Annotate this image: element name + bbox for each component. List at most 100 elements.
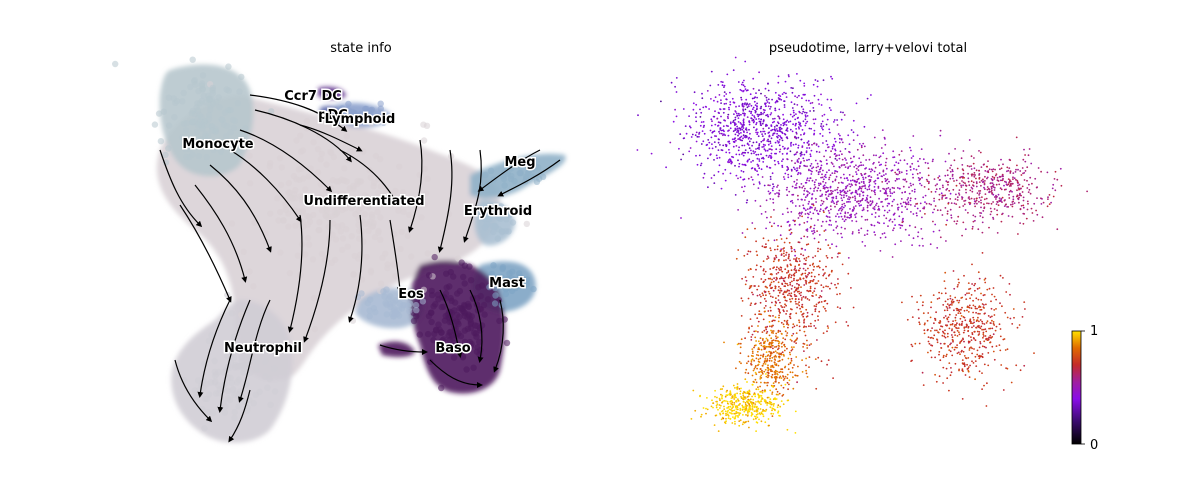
pseudotime-point <box>740 297 743 300</box>
pseudotime-point <box>695 116 697 118</box>
pseudotime-point <box>810 198 813 200</box>
pseudotime-point <box>886 211 889 214</box>
pseudotime-point <box>827 195 830 198</box>
pseudotime-point <box>1040 197 1042 200</box>
pseudotime-point <box>801 215 803 218</box>
pseudotime-point <box>725 420 727 423</box>
pseudotime-point <box>739 346 742 349</box>
pseudotime-point <box>784 345 786 348</box>
pseudotime-point <box>932 294 935 296</box>
cell-point <box>219 116 226 124</box>
pseudotime-point <box>954 362 957 365</box>
pseudotime-point <box>731 422 734 424</box>
pseudotime-point <box>819 208 822 211</box>
pseudotime-point <box>1023 148 1025 151</box>
pseudotime-point <box>761 135 764 138</box>
pseudotime-point <box>774 346 776 348</box>
pseudotime-point <box>746 106 749 109</box>
pseudotime-point <box>840 118 843 121</box>
pseudotime-point <box>769 198 772 200</box>
pseudotime-point <box>775 380 777 383</box>
pseudotime-point <box>955 314 958 316</box>
pseudotime-point <box>984 335 987 337</box>
pseudotime-point <box>713 424 716 426</box>
pseudotime-point <box>1036 197 1038 200</box>
cell-point <box>189 119 196 126</box>
pseudotime-point <box>942 366 945 369</box>
pseudotime-point <box>772 366 775 369</box>
pseudotime-point <box>784 172 787 175</box>
pseudotime-point <box>789 259 791 262</box>
pseudotime-point <box>739 138 741 141</box>
pseudotime-point <box>758 71 760 74</box>
cell-point <box>368 120 375 127</box>
pseudotime-point <box>794 223 796 226</box>
pseudotime-point <box>741 153 743 155</box>
pseudotime-point <box>738 132 740 135</box>
pseudotime-point <box>831 77 834 80</box>
pseudotime-point <box>787 211 789 214</box>
pseudotime-point <box>951 328 953 330</box>
pseudotime-point <box>710 405 713 408</box>
pseudotime-point <box>983 294 986 296</box>
pseudotime-point <box>928 342 931 345</box>
pseudotime-point <box>822 332 825 334</box>
pseudotime-point <box>1056 178 1059 181</box>
pseudotime-point <box>783 250 785 252</box>
pseudotime-point <box>758 160 761 162</box>
pseudotime-point <box>802 108 805 111</box>
pseudotime-point <box>755 153 758 156</box>
pseudotime-point <box>765 375 768 378</box>
pseudotime-point <box>862 176 864 179</box>
pseudotime-point <box>787 176 790 179</box>
pseudotime-point <box>981 221 984 224</box>
pseudotime-point <box>792 323 795 326</box>
pseudotime-point <box>834 189 836 192</box>
pseudotime-point <box>779 95 782 98</box>
pseudotime-point <box>763 297 766 300</box>
pseudotime-point <box>990 187 993 190</box>
pseudotime-point <box>764 291 766 294</box>
pseudotime-point <box>826 302 829 305</box>
pseudotime-point <box>976 192 979 195</box>
cell-point <box>253 358 260 366</box>
pseudotime-point <box>790 340 793 342</box>
pseudotime-point <box>814 255 817 257</box>
pseudotime-point <box>893 198 895 201</box>
pseudotime-point <box>728 408 731 411</box>
pseudotime-point <box>873 208 876 211</box>
pseudotime-point <box>948 349 951 351</box>
cell-point <box>250 283 257 290</box>
pseudotime-point <box>839 150 842 153</box>
pseudotime-point <box>880 175 883 178</box>
pseudotime-point <box>758 148 760 150</box>
cell-point <box>421 165 428 172</box>
pseudotime-point <box>962 350 965 353</box>
pseudotime-point <box>805 243 808 246</box>
pseudotime-point <box>776 277 778 280</box>
pseudotime-point <box>967 335 970 337</box>
pseudotime-point <box>840 215 843 218</box>
pseudotime-point <box>718 130 720 133</box>
pseudotime-point <box>714 110 716 113</box>
pseudotime-point <box>776 192 778 194</box>
pseudotime-point <box>781 139 784 142</box>
pseudotime-point <box>751 408 754 411</box>
pseudotime-point <box>949 295 952 297</box>
pseudotime-point <box>877 185 880 188</box>
pseudotime-point <box>906 163 909 165</box>
pseudotime-point <box>798 186 801 188</box>
pseudotime-point <box>776 373 778 375</box>
pseudotime-point <box>757 285 760 287</box>
pseudotime-point <box>961 234 963 237</box>
pseudotime-point <box>820 195 823 197</box>
pseudotime-point <box>761 176 764 178</box>
pseudotime-point <box>970 168 973 170</box>
pseudotime-point <box>937 331 940 334</box>
pseudotime-point <box>953 331 956 334</box>
pseudotime-point <box>767 83 769 85</box>
pseudotime-point <box>813 122 816 125</box>
pseudotime-point <box>777 121 779 124</box>
pseudotime-point <box>862 164 865 167</box>
pseudotime-point <box>875 204 877 207</box>
